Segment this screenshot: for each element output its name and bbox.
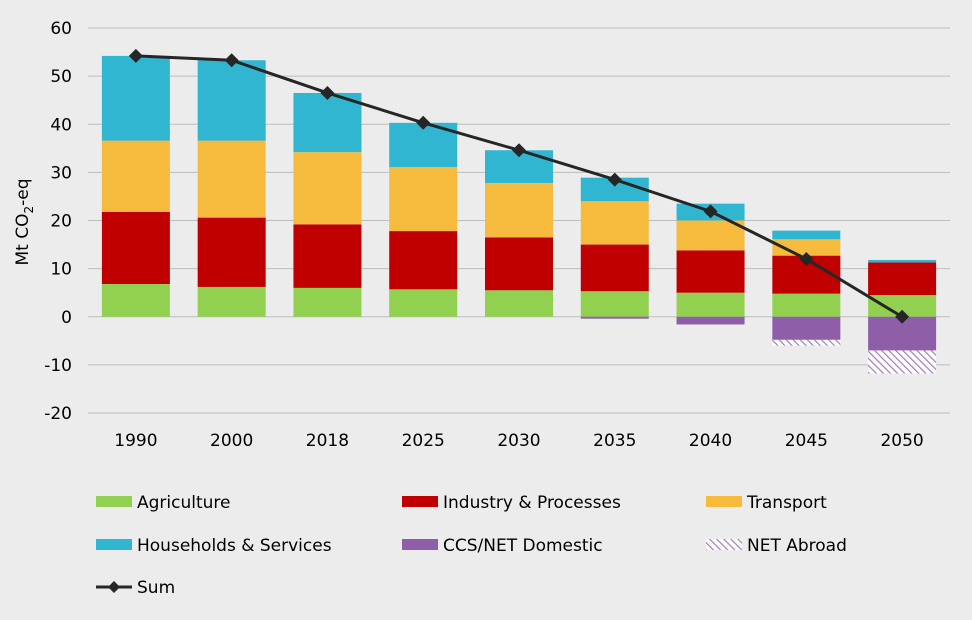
legend-swatch-households-and-services [96, 539, 132, 550]
y-tick-label: 10 [50, 260, 72, 280]
bar-households-and-services-2045 [772, 230, 841, 240]
bar-transport-1990 [101, 140, 170, 212]
sum-marker-1990 [128, 48, 143, 63]
bar-agriculture-2035 [580, 291, 649, 317]
sum-marker-2035 [607, 172, 622, 187]
legend-label-households-and-services: Households & Services [137, 536, 332, 556]
bar-industry-and-processes-2040 [676, 250, 745, 293]
sum-marker-2045 [799, 252, 814, 266]
bar-industry-and-processes-1990 [101, 211, 170, 285]
bar-ccs-net-domestic-2035 [580, 316, 649, 319]
legend: Agriculture Industry & Processes Transport… [96, 493, 847, 598]
bar-agriculture-2030 [485, 290, 553, 317]
bar-households-and-services-2050 [868, 259, 937, 263]
sum-marker-2025 [416, 115, 431, 130]
sum-line [128, 48, 910, 324]
y-tick-label: 20 [50, 212, 72, 232]
x-tick-label: 2050 [880, 431, 923, 451]
bar-households-and-services-2000 [197, 60, 266, 141]
bar-ccs-net-domestic-2040 [676, 316, 745, 325]
x-tick-label: 2018 [306, 431, 349, 451]
y-tick-label: 0 [61, 308, 72, 328]
bar-transport-2030 [485, 182, 553, 238]
legend-label-industry-and-processes: Industry & Processes [443, 493, 621, 513]
bar-agriculture-2025 [389, 289, 458, 317]
bar-industry-and-processes-2000 [197, 217, 266, 287]
bar-transport-2040 [676, 220, 745, 251]
x-tick-label: 1990 [114, 431, 157, 451]
bar-households-and-services-1990 [101, 55, 170, 141]
bar-transport-2018 [293, 152, 362, 225]
bar-industry-and-processes-2050 [868, 262, 937, 296]
bar-transport-2035 [580, 201, 649, 245]
bar-agriculture-2040 [676, 292, 745, 317]
bar-transport-2025 [389, 167, 458, 232]
legend-swatch-ccs-net-domestic [402, 539, 438, 550]
legend-swatch-transport [706, 496, 742, 507]
y-tick-label: 60 [50, 19, 72, 39]
sum-marker-2040 [703, 204, 718, 219]
x-tick-label: 2025 [402, 431, 445, 451]
y-tick-label: 40 [50, 115, 72, 135]
legend-label-ccs-net-domestic: CCS/NET Domestic [443, 536, 603, 556]
bar-agriculture-2018 [293, 287, 362, 317]
sum-marker-2050 [895, 309, 910, 324]
bar-agriculture-2045 [772, 293, 841, 317]
legend-swatch-net-abroad [706, 539, 742, 550]
bar-households-and-services-2035 [580, 177, 649, 202]
bar-transport-2000 [197, 140, 266, 218]
x-axis-tick-labels: 1990 2000 2018 2025 2030 2035 2040 2045 2050 [114, 431, 923, 451]
legend-label-transport: Transport [746, 493, 827, 513]
bar-industry-and-processes-2025 [389, 231, 458, 290]
bar-net-abroad-2050 [868, 350, 937, 374]
bar-industry-and-processes-2030 [485, 237, 553, 291]
x-tick-label: 2045 [785, 431, 828, 451]
y-tick-label: -20 [44, 404, 72, 424]
legend-label-net-abroad: NET Abroad [747, 536, 847, 556]
y-tick-label: 30 [50, 163, 72, 183]
bar-net-abroad-2045 [772, 339, 841, 346]
y-axis-tick-labels: 60 50 40 30 20 10 0 -10 -20 [44, 19, 72, 424]
sum-marker-2000 [224, 53, 239, 68]
bar-ccs-net-domestic-2045 [772, 316, 841, 340]
bar-agriculture-2000 [197, 286, 266, 317]
sum-marker-2018 [320, 85, 335, 100]
bar-agriculture-2050 [868, 295, 937, 317]
x-tick-label: 2000 [210, 431, 253, 451]
legend-swatch-industry-and-processes [402, 496, 438, 507]
x-tick-label: 2035 [593, 431, 636, 451]
bar-agriculture-1990 [101, 284, 170, 317]
y-tick-label: 50 [50, 67, 72, 87]
stacked-bars [101, 55, 937, 374]
x-tick-label: 2040 [689, 431, 732, 451]
legend-swatch-agriculture [96, 496, 132, 507]
legend-label-agriculture: Agriculture [137, 493, 231, 513]
bar-households-and-services-2018 [293, 92, 362, 153]
y-axis-title: Mt CO2-eq [13, 178, 36, 265]
sum-marker-2030 [512, 143, 526, 158]
legend-label-sum: Sum [137, 578, 175, 598]
bar-industry-and-processes-2035 [580, 244, 649, 292]
x-tick-label: 2030 [497, 431, 540, 451]
bar-industry-and-processes-2018 [293, 224, 362, 288]
y-tick-label: -10 [44, 356, 72, 376]
legend-swatch-sum-marker [108, 581, 120, 593]
